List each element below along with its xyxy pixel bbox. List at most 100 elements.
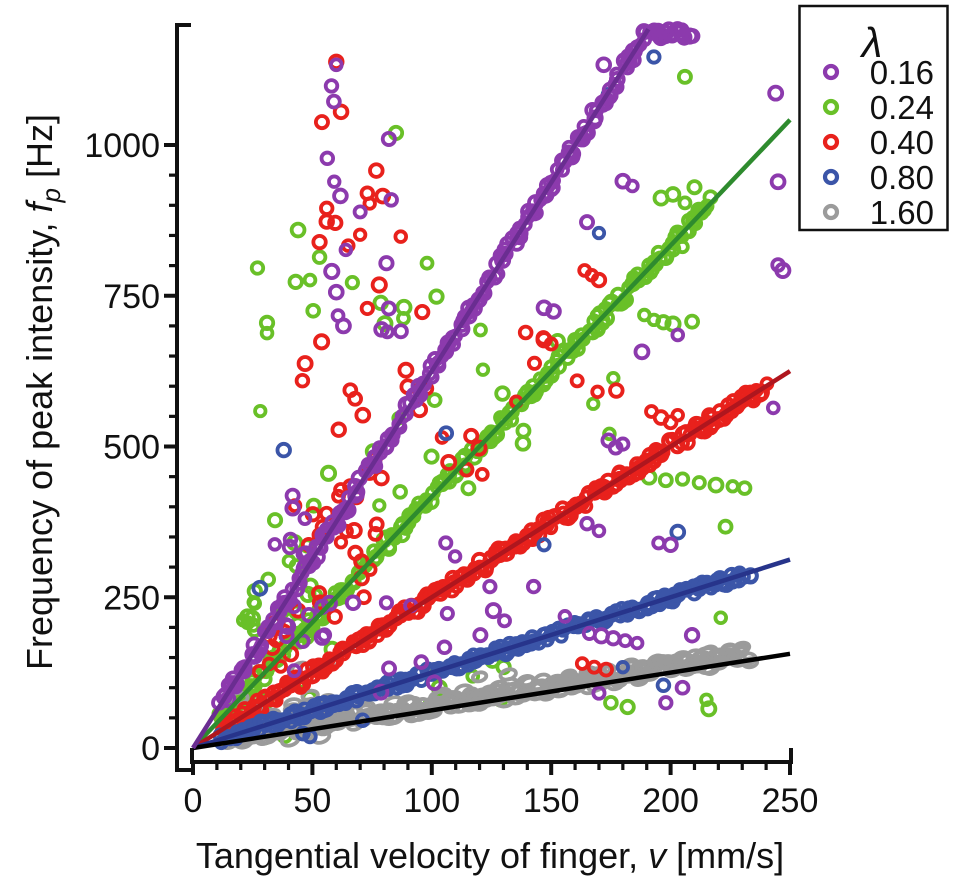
data-point: [333, 482, 349, 498]
data-point: [318, 213, 335, 230]
data-point: [470, 670, 489, 684]
fit-line-lambda-0.4: [191, 369, 792, 750]
data-point: [440, 453, 458, 471]
data-points: [211, 21, 792, 751]
data-point: [557, 609, 573, 624]
data-point: [237, 659, 253, 675]
legend-box: [798, 4, 949, 232]
data-point: [311, 233, 328, 251]
data-point: [685, 648, 704, 662]
legend-marker-icon: [822, 203, 840, 221]
data-point: [393, 229, 409, 244]
data-point: [338, 242, 354, 258]
data-point: [362, 196, 377, 211]
data-point: [368, 162, 385, 179]
data-point: [569, 373, 585, 389]
fit-lines: [191, 28, 792, 751]
data-point: [297, 511, 313, 527]
data-point: [608, 382, 625, 399]
data-point: [372, 498, 387, 513]
data-point: [617, 633, 633, 649]
data-point: [392, 323, 409, 340]
data-point: [319, 150, 336, 167]
data-point: [549, 357, 567, 375]
data-point: [368, 516, 385, 533]
legend-marker-icon: [822, 98, 840, 116]
data-point: [769, 173, 787, 191]
data-point: [251, 579, 269, 597]
legend-item: 0.80: [822, 159, 934, 196]
data-point: [607, 439, 624, 456]
data-point: [517, 324, 534, 341]
x-axis-title: Tangential velocity of finger, v [mm/s]: [196, 835, 784, 876]
data-point: [676, 68, 693, 85]
data-point: [683, 627, 701, 644]
data-point: [707, 476, 725, 494]
data-point: [525, 578, 542, 595]
x-title-var: v: [648, 835, 668, 876]
data-point: [344, 274, 360, 291]
data-point: [313, 628, 331, 646]
data-point: [700, 700, 718, 718]
data-point: [484, 602, 502, 620]
legend-item: 1.60: [822, 194, 934, 231]
data-point: [646, 49, 662, 65]
data-point: [311, 249, 328, 265]
data-point: [598, 661, 614, 678]
data-point: [313, 114, 330, 131]
data-point: [662, 536, 679, 553]
data-point: [579, 516, 595, 532]
data-point: [664, 186, 682, 203]
data-point: [302, 272, 318, 288]
data-point: [359, 300, 375, 317]
data-point: [396, 310, 411, 326]
data-point: [684, 28, 701, 44]
data-point: [545, 303, 562, 320]
y-title-sub: p: [36, 188, 66, 203]
data-point: [247, 596, 263, 611]
data-point: [413, 654, 430, 670]
data-point: [378, 255, 395, 272]
x-tick-label: 200: [642, 782, 699, 820]
fit-line-lambda-0.24: [191, 118, 792, 750]
legend-marker-icon: [822, 133, 840, 151]
data-point: [289, 221, 307, 239]
fit-line-lambda-1.6: [192, 651, 791, 751]
data-point: [717, 518, 734, 535]
x-tick-label: 0: [184, 782, 203, 820]
data-point: [482, 578, 498, 595]
data-point: [284, 499, 301, 517]
fit-line-lambda-0.8: [192, 557, 791, 751]
data-point: [765, 400, 781, 416]
data-point: [494, 385, 511, 402]
data-point: [342, 382, 359, 399]
data-point: [586, 396, 601, 411]
data-point: [474, 467, 490, 482]
tick-labels: 0 50 100 150 200 250 0 250 500 750 1000: [84, 127, 818, 820]
data-point: [332, 103, 350, 121]
x-tick-label: 150: [523, 782, 580, 820]
data-point: [475, 362, 491, 377]
data-point: [282, 531, 299, 548]
data-point: [619, 698, 636, 716]
data-point: [284, 487, 301, 504]
data-point: [378, 595, 394, 611]
data-point: [699, 692, 714, 707]
data-point: [633, 343, 651, 361]
data-point: [267, 537, 283, 552]
data-point: [328, 57, 344, 73]
data-point: [591, 225, 607, 241]
data-point: [260, 571, 277, 588]
data-point: [463, 427, 480, 444]
y-tick-label: 1000: [84, 127, 160, 165]
data-point: [286, 663, 302, 679]
data-point: [305, 497, 322, 514]
data-point: [287, 273, 304, 290]
data-point: [323, 78, 340, 94]
data-point: [305, 302, 321, 319]
data-point: [330, 421, 347, 438]
y-tick-label: 750: [103, 278, 160, 316]
data-point: [515, 422, 532, 439]
